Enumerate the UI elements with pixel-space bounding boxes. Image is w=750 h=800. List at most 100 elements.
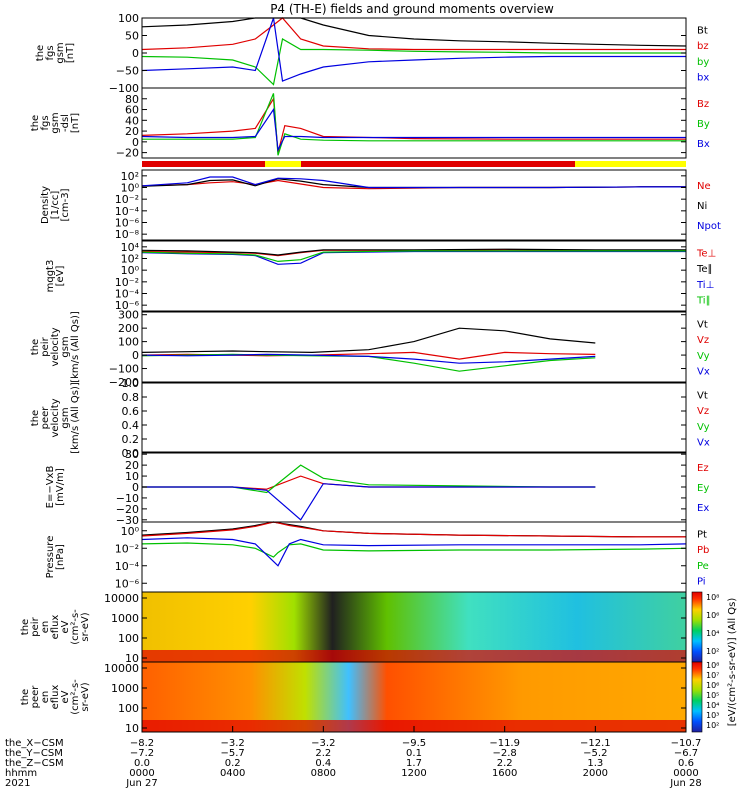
region-bar-yellow-1 <box>265 161 301 167</box>
pressure-series-Pi <box>141 537 687 567</box>
x-row-value: 2.2 <box>315 748 331 759</box>
peer-velocity-legend-Vz: Vz <box>697 406 709 417</box>
density-ytick-label: 10² <box>121 170 139 183</box>
peir-velocity-ytick-label: 0 <box>132 349 139 362</box>
pressure-ytick-label: 10⁻² <box>115 542 139 555</box>
peir-velocity-ytick-label: −100 <box>109 363 139 376</box>
peir-velocity-legend-Vt: Vt <box>697 320 708 331</box>
x-row-value: −7.2 <box>130 748 154 759</box>
peir-spec-ylabel: (cm²-s- <box>70 609 81 645</box>
temperature-legend-Te∥: Te∥ <box>696 264 713 275</box>
x-row-value: −3.2 <box>221 738 245 749</box>
density-ylabel: [cm-3] <box>60 188 71 221</box>
region-bar <box>142 161 686 167</box>
peer-velocity-ytick-label: 0.6 <box>122 405 140 418</box>
density-legend-Ni: Ni <box>697 201 707 212</box>
peer-spec-ytick-label: 10000 <box>104 662 139 675</box>
fgs-gsm-dsl-ytick-label: −20 <box>116 147 139 160</box>
fgs-gsm-ytick-label: 0 <box>132 47 139 60</box>
fgs-gsm-legend-Bt: Bt <box>697 26 708 37</box>
pressure-ylabel: Pressure <box>45 536 56 579</box>
efield-ylabel: [mV/m] <box>55 468 66 506</box>
efield-ytick-label: −10 <box>116 492 139 505</box>
peer-spec-ytick-label: 100 <box>118 702 139 715</box>
fgs-gsm-series-Bt <box>141 17 687 47</box>
peir-velocity-legend-Vz: Vz <box>697 335 709 346</box>
density-series-Ni <box>141 178 686 189</box>
colorbar-tick-label: 10⁷ <box>706 671 719 680</box>
efield-series-Ex <box>142 483 596 521</box>
peir-velocity-series-Vt <box>141 327 596 354</box>
pressure-ylabel: [nPa] <box>55 544 66 570</box>
peir-spec-ylabel: eV <box>60 620 71 633</box>
pressure-ytick-label: 10⁻⁶ <box>115 577 140 590</box>
peer-velocity-ytick-label: 0.0 <box>122 447 140 460</box>
fgs-gsm-legend-by: by <box>697 57 709 68</box>
x-row-value: 2000 <box>583 768 608 779</box>
efield-legend-Ey: Ey <box>697 483 709 494</box>
fgs-gsm-dsl-ylabel: [nT] <box>70 113 81 133</box>
peir-velocity-ylabel: velocity <box>50 327 61 366</box>
panel-peer-spec: 10000 1000 100 10 the peer en eflux eV (cm²-s-sr-… <box>20 661 687 735</box>
temperature-ytick-label: 10⁻⁴ <box>115 288 140 301</box>
fgs-gsm-dsl-ylabel: gsm <box>50 112 61 133</box>
x-row-value: −3.2 <box>311 738 335 749</box>
pressure-ytick-label: 10⁰ <box>121 525 140 538</box>
pressure-legend-Pb: Pb <box>697 545 709 556</box>
peir-velocity-ytick-label: 100 <box>118 336 139 349</box>
fgs-gsm-ytick-label: −50 <box>116 65 139 78</box>
density-ytick-label: 10⁻⁸ <box>115 228 140 241</box>
peir-velocity-ylabel: peir <box>40 336 51 356</box>
peer-velocity-ylabel: peer <box>40 406 51 430</box>
peir-spec-ytick-label: 100 <box>118 632 139 645</box>
efield-ytick-label: 30 <box>125 448 139 461</box>
peir-spec-ylabel: the <box>20 619 31 635</box>
pressure-legend-Pe: Pe <box>697 561 709 572</box>
panel-pressure: 10⁰ 10⁻² 10⁻⁴ 10⁻⁶ Pressure [nPa] Pt Pb Pe Pi <box>45 521 709 593</box>
temperature-ytick-label: 10⁻² <box>115 276 139 289</box>
density-ytick-label: 10⁻² <box>115 193 139 206</box>
x-row-label: the_Z−CSM <box>5 758 64 769</box>
peer-spec-ylabel: en <box>40 691 51 704</box>
peir-spec-ytick-label: 10 <box>125 652 139 665</box>
peer-velocity-legend-Vt: Vt <box>697 391 708 402</box>
fgs-gsm-ylabel: gsm <box>55 42 66 63</box>
temperature-legend-Te⊥: Te⊥ <box>696 249 716 260</box>
x-row-value: 0.4 <box>315 758 331 769</box>
x-row-value: 1.3 <box>587 758 603 769</box>
pressure-series-Pb <box>141 521 686 538</box>
colorbar-label: [eV/(cm²-s-sr-eV)] (All Qs) <box>727 598 738 727</box>
peer-velocity-ytick-label: 0.8 <box>122 391 140 404</box>
peer-velocity-ytick-label: 0.2 <box>122 433 140 446</box>
x-row-value: 1200 <box>401 768 426 779</box>
colorbar-tick-label: 10² <box>706 721 719 730</box>
colorbar-tick-label: 10⁶ <box>706 681 719 690</box>
peir-velocity-ytick-label: −200 <box>109 376 139 389</box>
peer-velocity-ylabel: the <box>30 410 41 426</box>
colorbar-tick-label: 10⁸ <box>706 661 719 670</box>
colorbar-tick-label: 10⁶ <box>706 611 719 620</box>
panel-peer-velocity: 1.00.80.60.40.20.0 the peer velocity gsm [km/… <box>30 377 710 460</box>
efield-ytick-label: 20 <box>125 459 139 472</box>
colorbar-tick-label: 10⁴ <box>706 701 719 710</box>
chart-title: P4 (TH-E) fields and ground moments over… <box>270 2 554 16</box>
peer-spec-ylabel: sr-eV) <box>80 682 91 711</box>
x-row-value: 2.2 <box>497 758 513 769</box>
x-row-label: the_Y−CSM <box>5 748 63 759</box>
fgs-gsm-ylabel: the <box>35 45 46 61</box>
x-row-value: 0.6 <box>678 758 694 769</box>
colorbar: [eV/(cm²-s-sr-eV)] (All Qs) 10⁸ 10⁶ 10⁴ 10²… <box>691 591 738 733</box>
density-legend-Npot: Npot <box>697 221 721 232</box>
x-row-value: −8.2 <box>130 738 154 749</box>
density-frame <box>141 169 687 241</box>
efield-legend-Ez: Ez <box>697 463 709 474</box>
temperature-legend-Ti⊥: Ti⊥ <box>696 280 714 291</box>
peir-velocity-legend-Vy: Vy <box>697 351 710 362</box>
peir-velocity-ytick-label: 200 <box>118 322 139 335</box>
density-ylabel: [1/cc] <box>50 191 61 220</box>
x-row-value: −9.5 <box>402 738 426 749</box>
peer-velocity-ylabel: velocity <box>50 398 61 437</box>
